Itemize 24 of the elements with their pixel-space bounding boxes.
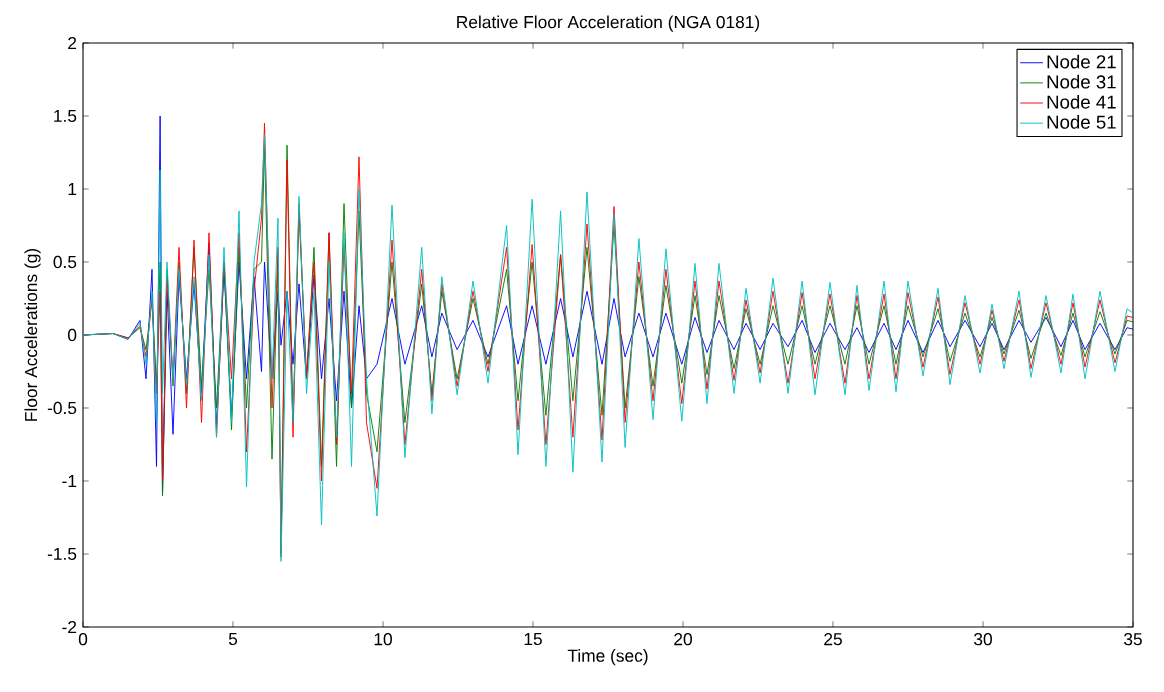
x-tick-label: 0: [78, 633, 88, 646]
y-tick-label: 1.5: [54, 109, 77, 123]
x-axis-title: Time (sec): [567, 649, 648, 666]
y-tick-label: -1.5: [47, 547, 77, 561]
x-tick-label: 5: [228, 633, 238, 646]
y-tick-label: -0.5: [47, 401, 77, 415]
y-tick-label: 0: [68, 328, 77, 342]
x-tick-label: 30: [974, 633, 992, 646]
y-axis-title: Floor Accelerations (g): [24, 248, 41, 421]
y-tick-label: -2: [62, 620, 77, 634]
y-tick-label: -1: [62, 475, 77, 487]
y-tick-label: 0.5: [53, 255, 77, 269]
y-tick-label: 1: [68, 183, 77, 195]
chart-title: Relative Floor Acceleration (NGA 0181): [457, 15, 760, 32]
x-tick-label: 35: [1124, 633, 1142, 646]
x-tick-label: 15: [524, 633, 542, 646]
x-tick-label: 20: [674, 633, 692, 646]
x-tick-label: 10: [374, 633, 392, 646]
y-tick-label: 2: [68, 36, 77, 50]
legend-label: Node 41: [1047, 94, 1116, 109]
legend-label: Node 31: [1047, 74, 1116, 89]
legend-label: Node 21: [1047, 54, 1116, 69]
legend-label: Node 51: [1047, 115, 1116, 129]
x-tick-label: 25: [824, 633, 842, 646]
